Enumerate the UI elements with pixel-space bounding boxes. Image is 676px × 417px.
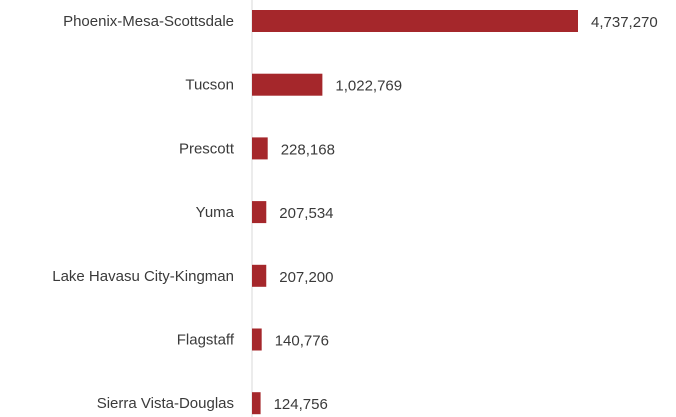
- value-labels: 4,737,270 1,022,769 228,168 207,534 207,200 1…: [274, 14, 658, 413]
- value-label: 140,776: [275, 333, 329, 350]
- category-label: Flagstaff: [177, 332, 235, 349]
- category-label: Tucson: [185, 77, 234, 94]
- bar-tucson: [252, 73, 323, 96]
- bar-phoenix-mesa-scottsdale: [252, 10, 578, 32]
- category-label: Phoenix-Mesa-Scottsdale: [63, 13, 234, 30]
- category-label: Sierra Vista-Douglas: [97, 395, 234, 412]
- value-label: 207,200: [279, 269, 333, 286]
- category-label: Yuma: [196, 204, 235, 221]
- bar-flagstaff: [252, 328, 262, 351]
- category-label: Prescott: [179, 140, 235, 157]
- bar-sierra-vista-douglas: [252, 392, 261, 415]
- value-label: 4,737,270: [591, 14, 658, 31]
- bar-lake-havasu-city-kingman: [252, 264, 267, 287]
- value-label: 124,756: [274, 396, 328, 413]
- value-label: 1,022,769: [335, 78, 402, 95]
- category-label: Lake Havasu City-Kingman: [52, 268, 234, 285]
- bar-yuma: [252, 201, 267, 224]
- value-label: 228,168: [281, 141, 335, 158]
- bar-prescott: [252, 137, 268, 160]
- category-labels: Phoenix-Mesa-Scottsdale Tucson Prescott Yum…: [52, 13, 235, 412]
- bars-layer: [252, 10, 578, 415]
- value-label: 207,534: [279, 205, 333, 222]
